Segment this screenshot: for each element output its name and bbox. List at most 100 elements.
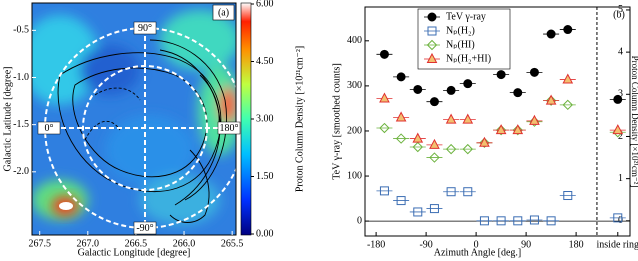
point (546, 29, 556, 39)
point (612, 124, 624, 135)
y-tick-label: -1.0 (13, 72, 29, 83)
point (496, 70, 506, 80)
y-tick-label: 400 (347, 35, 362, 46)
point (396, 72, 406, 82)
angle-label: 0° (37, 121, 61, 135)
point (529, 215, 539, 225)
angle-label-text: 0° (45, 123, 54, 134)
point (446, 187, 456, 197)
colorbar-tick-label: 0.00 (256, 228, 274, 239)
x-tick-label: 267.5 (28, 238, 51, 249)
point (429, 138, 440, 149)
legend-label: Nₚ(H₂+HI) (446, 53, 491, 64)
point (396, 196, 406, 206)
x-tick-label: 266.5 (125, 238, 148, 249)
panel-label: (b) (613, 9, 625, 20)
point (413, 84, 423, 94)
point (429, 152, 440, 163)
y2-tick-label: 4 (618, 46, 623, 57)
y-tick-label: 300 (347, 80, 362, 91)
point (379, 49, 389, 59)
y-tick-label: -0.5 (13, 25, 29, 36)
colorbar-label: Proton Column Density [×10²¹cm⁻²] (294, 46, 305, 192)
point (563, 25, 573, 35)
colorbar-tick-label: 4.50 (256, 56, 274, 67)
point (512, 124, 524, 135)
colorbar-tick-label: 1.50 (256, 171, 274, 182)
x-tick-label: inside ring (597, 239, 638, 250)
x-axis-label: Galactic Longitude [degree] (78, 247, 191, 258)
point (412, 141, 423, 153)
point (513, 216, 523, 226)
point (446, 85, 456, 95)
point (379, 122, 390, 134)
y2-tick-label: 2 (618, 131, 623, 142)
y2-axis-label: Proton Column Density [×10²¹cm⁻²] (630, 56, 638, 188)
point (545, 94, 557, 105)
x-tick-label: -90 (419, 239, 432, 250)
legend: TeV γ-ray Nₚ(H₂) Nₚ(HI) Nₚ(H₂+HI) (417, 8, 511, 70)
angle-label-box (37, 121, 61, 135)
angle-label-box (133, 21, 157, 35)
angle-label-text: -90° (136, 223, 153, 234)
point (462, 143, 473, 155)
angle-label: -90° (133, 221, 157, 235)
point (445, 143, 457, 155)
angle-label-text: 180° (220, 123, 239, 134)
point (529, 67, 539, 77)
point (512, 124, 523, 136)
point (412, 132, 424, 143)
y2-tick-label: 3 (618, 89, 623, 100)
point (379, 92, 390, 103)
point (562, 99, 573, 111)
x-axis-label: Azimuth Angle [deg.] (434, 247, 521, 258)
panel-label-box (212, 4, 235, 21)
point (379, 186, 389, 196)
point (395, 133, 407, 144)
map-frame (31, 2, 237, 236)
point (426, 39, 438, 51)
point (545, 95, 557, 106)
point (429, 204, 439, 214)
point (413, 207, 423, 217)
y-tick-label: 0 (357, 215, 362, 226)
point (445, 113, 457, 124)
point (613, 94, 623, 104)
y-tick-label: 100 (347, 170, 362, 181)
angle-label-box (217, 121, 241, 135)
x-tick-label: 265.5 (221, 238, 244, 249)
y-axis-label: Galactic Latitude [degree] (2, 67, 13, 172)
plot-frame (364, 6, 631, 237)
y-tick-label: -2.0 (13, 166, 29, 177)
angle-label: 90° (133, 21, 157, 35)
point (463, 187, 473, 197)
colorbar (240, 2, 252, 236)
point (427, 12, 437, 22)
point (429, 97, 439, 107)
legend-label: Nₚ(H₂) (446, 25, 475, 36)
point (529, 114, 540, 125)
point (563, 191, 573, 201)
y-tick-label: -1.5 (13, 119, 29, 130)
colorbar-tick-label: 3.00 (256, 113, 274, 124)
point (546, 216, 556, 226)
map-image (32, 3, 236, 235)
point (496, 216, 506, 226)
y-tick-label: 200 (347, 125, 362, 136)
angle-label-box (133, 221, 157, 235)
point (513, 88, 523, 98)
y2-tick-label: 0 (618, 215, 623, 226)
point (562, 73, 574, 84)
panel-label: (a) (218, 7, 229, 18)
x-tick-label: 180 (569, 239, 584, 250)
point (495, 124, 507, 135)
y2-tick-label: 5 (618, 4, 623, 15)
point (395, 111, 407, 122)
point (479, 136, 490, 147)
point (613, 213, 623, 223)
y2-tick-label: 1 (618, 173, 623, 184)
point (426, 52, 438, 63)
colorbar-tick-label: 6.00 (256, 0, 274, 9)
x-tick-label: 266.0 (173, 238, 196, 249)
